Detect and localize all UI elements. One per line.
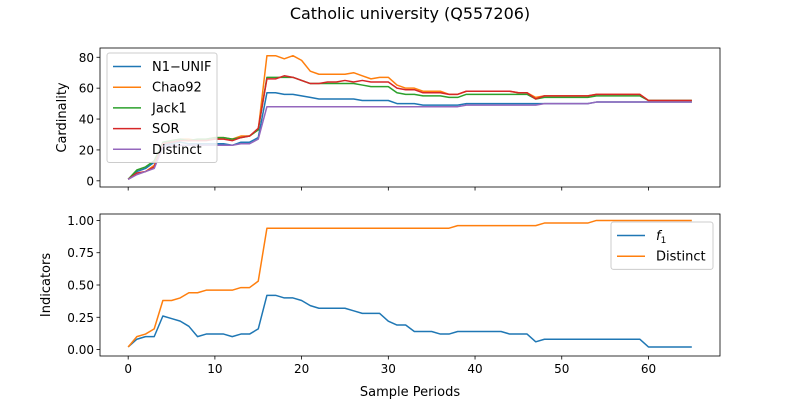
legend-box xyxy=(106,52,218,163)
x-tick-label: 60 xyxy=(641,362,656,376)
x-axis-label: Sample Periods xyxy=(360,385,460,400)
series-line-f xyxy=(127,294,692,348)
legend: N1−UNIF Chao92 Jack1 SOR Distinct xyxy=(106,52,218,163)
y-tick-label: 40 xyxy=(79,113,94,127)
x-tick-label: 30 xyxy=(381,362,396,376)
series-line-distinct xyxy=(127,219,692,348)
figure-title: Catholic university (Q557206) xyxy=(290,4,530,23)
x-tick-label: 0 xyxy=(124,362,132,376)
x-tick-label: 20 xyxy=(294,362,309,376)
series-line-sor xyxy=(127,75,692,180)
indicators-subplot: 0 10 20 30 40 50 60 0.00 0.25 0.50 0.75 1.00 Indicat… xyxy=(39,213,721,400)
y-tick-label: 1.00 xyxy=(67,214,94,228)
y-tick-label: 0 xyxy=(86,174,94,188)
series-line-distinct xyxy=(127,101,692,180)
legend-label: SOR xyxy=(152,122,180,137)
x-tick-label: 10 xyxy=(207,362,222,376)
legend-label: Distinct xyxy=(656,250,706,265)
y-axis-label: Indicators xyxy=(39,253,54,317)
y-tick-label: 20 xyxy=(79,143,94,157)
legend: f1 Distinct xyxy=(610,221,714,270)
x-tick-label: 40 xyxy=(467,362,482,376)
series-line-jack1 xyxy=(127,76,692,180)
y-tick-label: 0.25 xyxy=(67,311,94,325)
legend-label: N1−UNIF xyxy=(152,60,211,75)
legend-label: Chao92 xyxy=(152,81,202,96)
y-tick-label: 0.75 xyxy=(67,246,94,260)
axes-frame xyxy=(99,47,721,188)
cardinality-subplot: 0 20 40 60 80 Cardinality N1−UNIF Chao92 Jack1 SO… xyxy=(55,47,721,191)
x-tick-label: 50 xyxy=(554,362,569,376)
legend-label: Jack1 xyxy=(151,101,187,116)
y-tick-label: 60 xyxy=(79,82,94,96)
legend-label: f1 xyxy=(656,229,666,246)
legend-label: Distinct xyxy=(152,143,202,158)
y-tick-label: 80 xyxy=(79,51,94,65)
y-tick-label: 0.50 xyxy=(67,279,94,293)
legend-box xyxy=(610,221,714,270)
y-axis-label: Cardinality xyxy=(55,82,70,153)
y-tick-label: 0.00 xyxy=(67,343,94,357)
